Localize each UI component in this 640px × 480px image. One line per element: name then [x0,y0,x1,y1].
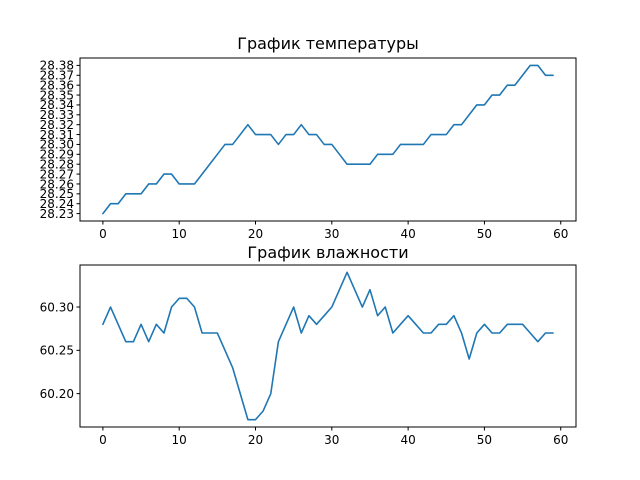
temperature-x-tick-label: 50 [477,227,492,241]
humidity-axes-frame [79,264,577,428]
humidity-x-tick-label: 20 [248,433,263,447]
temperature-y-tick-label: 28.31 [40,128,74,142]
temperature-y-tick-label: 28.24 [40,197,74,211]
temperature-y-tick-label: 28.34 [40,98,74,112]
temperature-y-tick-label: 28.28 [40,157,74,171]
temperature-y-tick-label: 28.38 [40,59,74,73]
humidity-x-tick-label: 60 [553,433,568,447]
humidity-chart-marks: 0 10 20 30 40 50 60 60.20 60.25 60.30 [40,271,568,447]
humidity-x-tick-label: 40 [400,433,415,447]
temperature-series-line [102,64,554,215]
temperature-chart: График температуры 0 10 20 30 40 50 6028.2328.… [40,34,577,241]
humidity-chart-title: График влажности [247,243,408,262]
temperature-y-tick-label: 28.25 [40,187,74,201]
humidity-x-tick-label: 10 [172,433,187,447]
temperature-y-tick-label: 28.37 [40,69,74,83]
temperature-x-tick-label: 40 [400,227,415,241]
humidity-x-tick-label: 50 [477,433,492,447]
temperature-chart-marks: 0 10 20 30 40 50 6028.2328.2428.2528.2628.2728… [40,59,569,241]
temperature-y-tick-label: 28.23 [40,207,74,221]
temperature-y-tick-label: 28.36 [40,78,74,92]
temperature-y-tick-label: 28.35 [40,88,74,102]
temperature-y-tick-label: 28.30 [40,138,74,152]
temperature-x-tick-label: 60 [553,227,568,241]
temperature-x-tick-label: 30 [324,227,339,241]
humidity-x-tick-label: 30 [324,433,339,447]
temperature-y-tick-label: 28.26 [40,177,74,191]
temperature-y-tick-label: 28.33 [40,108,74,122]
temperature-y-tick-label: 28.32 [40,118,74,132]
humidity-series-line [102,271,554,421]
temperature-chart-title: График температуры [237,34,419,53]
temperature-axes-frame [79,57,577,222]
temperature-x-tick-label: 0 [99,227,107,241]
temperature-y-tick-label: 28.27 [40,167,74,181]
humidity-y-tick-label: 60.30 [40,300,74,314]
humidity-x-tick-label: 0 [99,433,107,447]
humidity-y-tick-label: 60.20 [40,387,74,401]
humidity-chart: График влажности 0 10 20 30 40 50 60 60.20 60.25… [40,243,577,447]
temperature-y-tick-label: 28.29 [40,148,74,162]
temperature-x-tick-label: 10 [172,227,187,241]
humidity-y-tick-label: 60.25 [40,344,74,358]
temperature-x-tick-label: 20 [248,227,263,241]
